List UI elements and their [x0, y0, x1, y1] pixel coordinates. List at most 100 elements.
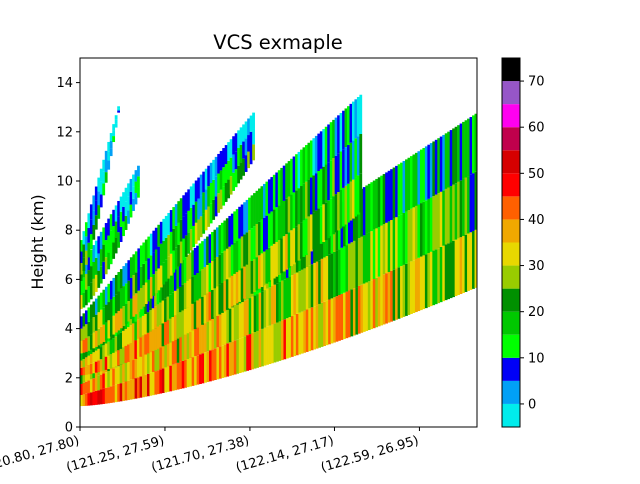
- reflectivity-cell: [204, 352, 207, 383]
- reflectivity-cell: [457, 238, 460, 296]
- reflectivity-cell: [119, 196, 123, 212]
- reflectivity-cell: [414, 205, 418, 259]
- reflectivity-cell: [92, 391, 96, 406]
- reflectivity-cell: [412, 260, 416, 314]
- reflectivity-cell: [109, 317, 113, 337]
- reflectivity-cell: [305, 309, 309, 352]
- reflectivity-cell: [234, 133, 238, 152]
- reflectivity-cell: [89, 249, 93, 267]
- reflectivity-cell: [250, 228, 254, 261]
- reflectivity-cell: [258, 255, 261, 289]
- reflectivity-cell: [164, 342, 168, 368]
- reflectivity-cell: [422, 147, 426, 202]
- reflectivity-cell: [92, 352, 96, 363]
- reflectivity-cell: [220, 282, 224, 313]
- reflectivity-cell: [167, 256, 171, 279]
- reflectivity-cell: [134, 357, 138, 379]
- reflectivity-cell: [462, 121, 465, 179]
- reflectivity-cell: [159, 325, 162, 348]
- reflectivity-cell: [222, 148, 226, 168]
- reflectivity-cell: [427, 198, 431, 253]
- reflectivity-cell: [232, 154, 236, 173]
- reflectivity-cell: [405, 159, 408, 212]
- reflectivity-cell: [109, 354, 113, 369]
- reflectivity-cell: [102, 227, 106, 245]
- reflectivity-cell: [151, 308, 155, 330]
- reflectivity-cell: [211, 260, 214, 290]
- reflectivity-cell: [84, 338, 88, 352]
- reflectivity-cell: [192, 225, 196, 248]
- reflectivity-cell: [223, 250, 227, 282]
- reflectivity-cell: [164, 298, 167, 322]
- reflectivity-cell: [300, 269, 304, 312]
- reflectivity-cell: [429, 251, 433, 307]
- reflectivity-cell: [349, 181, 353, 221]
- reflectivity-cell: [315, 261, 319, 306]
- reflectivity-cell: [351, 101, 355, 141]
- reflectivity-cell: [149, 233, 153, 256]
- reflectivity-cell: [112, 385, 116, 403]
- reflectivity-cell: [107, 283, 111, 303]
- reflectivity-cell: [223, 281, 227, 312]
- reflectivity-cell: [309, 214, 313, 252]
- reflectivity-cell: [359, 173, 363, 213]
- reflectivity-cell: [208, 234, 212, 263]
- reflectivity-cell: [104, 304, 108, 323]
- reflectivity-cell: [355, 239, 359, 288]
- reflectivity-cell: [147, 236, 151, 259]
- reflectivity-cell: [370, 182, 374, 232]
- reflectivity-cell: [94, 215, 98, 230]
- reflectivity-cell: [375, 178, 379, 229]
- reflectivity-cell: [349, 103, 353, 143]
- reflectivity-cell: [319, 131, 323, 169]
- reflectivity-cell: [152, 252, 156, 275]
- reflectivity-cell: [193, 275, 197, 303]
- reflectivity-cell: [127, 280, 131, 302]
- reflectivity-cell: [124, 215, 128, 230]
- reflectivity-cell: [347, 144, 350, 184]
- reflectivity-cell: [84, 366, 88, 375]
- reflectivity-cell: [99, 168, 103, 182]
- reflectivity-cell: [132, 358, 135, 379]
- reflectivity-cell: [181, 259, 185, 285]
- reflectivity-cell: [84, 222, 88, 237]
- y-tick-label: 10: [56, 175, 73, 190]
- reflectivity-cell: [127, 196, 130, 211]
- reflectivity-cell: [156, 346, 160, 371]
- reflectivity-cell: [342, 187, 345, 227]
- reflectivity-cell: [117, 272, 121, 292]
- reflectivity-cell: [447, 131, 451, 188]
- y-tick-label: 4: [65, 322, 73, 337]
- reflectivity-cell: [191, 277, 195, 304]
- reflectivity-cell: [109, 140, 113, 149]
- reflectivity-cell: [97, 348, 101, 361]
- reflectivity-cell: [225, 248, 229, 280]
- reflectivity-cell: [285, 234, 288, 270]
- reflectivity-cell: [285, 318, 289, 359]
- reflectivity-cell: [362, 283, 366, 332]
- reflectivity-cell: [312, 138, 316, 176]
- reflectivity-cell: [275, 172, 279, 208]
- reflectivity-cell: [219, 170, 223, 190]
- reflectivity-cell: [365, 185, 369, 234]
- reflectivity-cell: [122, 363, 125, 383]
- reflectivity-cell: [159, 221, 163, 244]
- reflectivity-cell: [235, 240, 239, 273]
- reflectivity-cell: [92, 362, 96, 374]
- reflectivity-cell: [84, 324, 88, 339]
- reflectivity-cell: [122, 330, 125, 348]
- reflectivity-cell: [99, 249, 103, 267]
- reflectivity-cell: [80, 240, 83, 252]
- reflectivity-cell: [317, 208, 321, 246]
- reflectivity-cell: [129, 178, 133, 192]
- reflectivity-cell: [305, 218, 308, 256]
- colorbar-tick-label: 20: [528, 305, 545, 320]
- reflectivity-cell: [201, 269, 204, 297]
- reflectivity-cell: [419, 203, 423, 257]
- reflectivity-cell: [199, 216, 203, 238]
- reflectivity-cell: [99, 231, 103, 250]
- reflectivity-cell: [92, 224, 96, 240]
- reflectivity-cell: [89, 379, 93, 393]
- reflectivity-cell: [245, 199, 249, 233]
